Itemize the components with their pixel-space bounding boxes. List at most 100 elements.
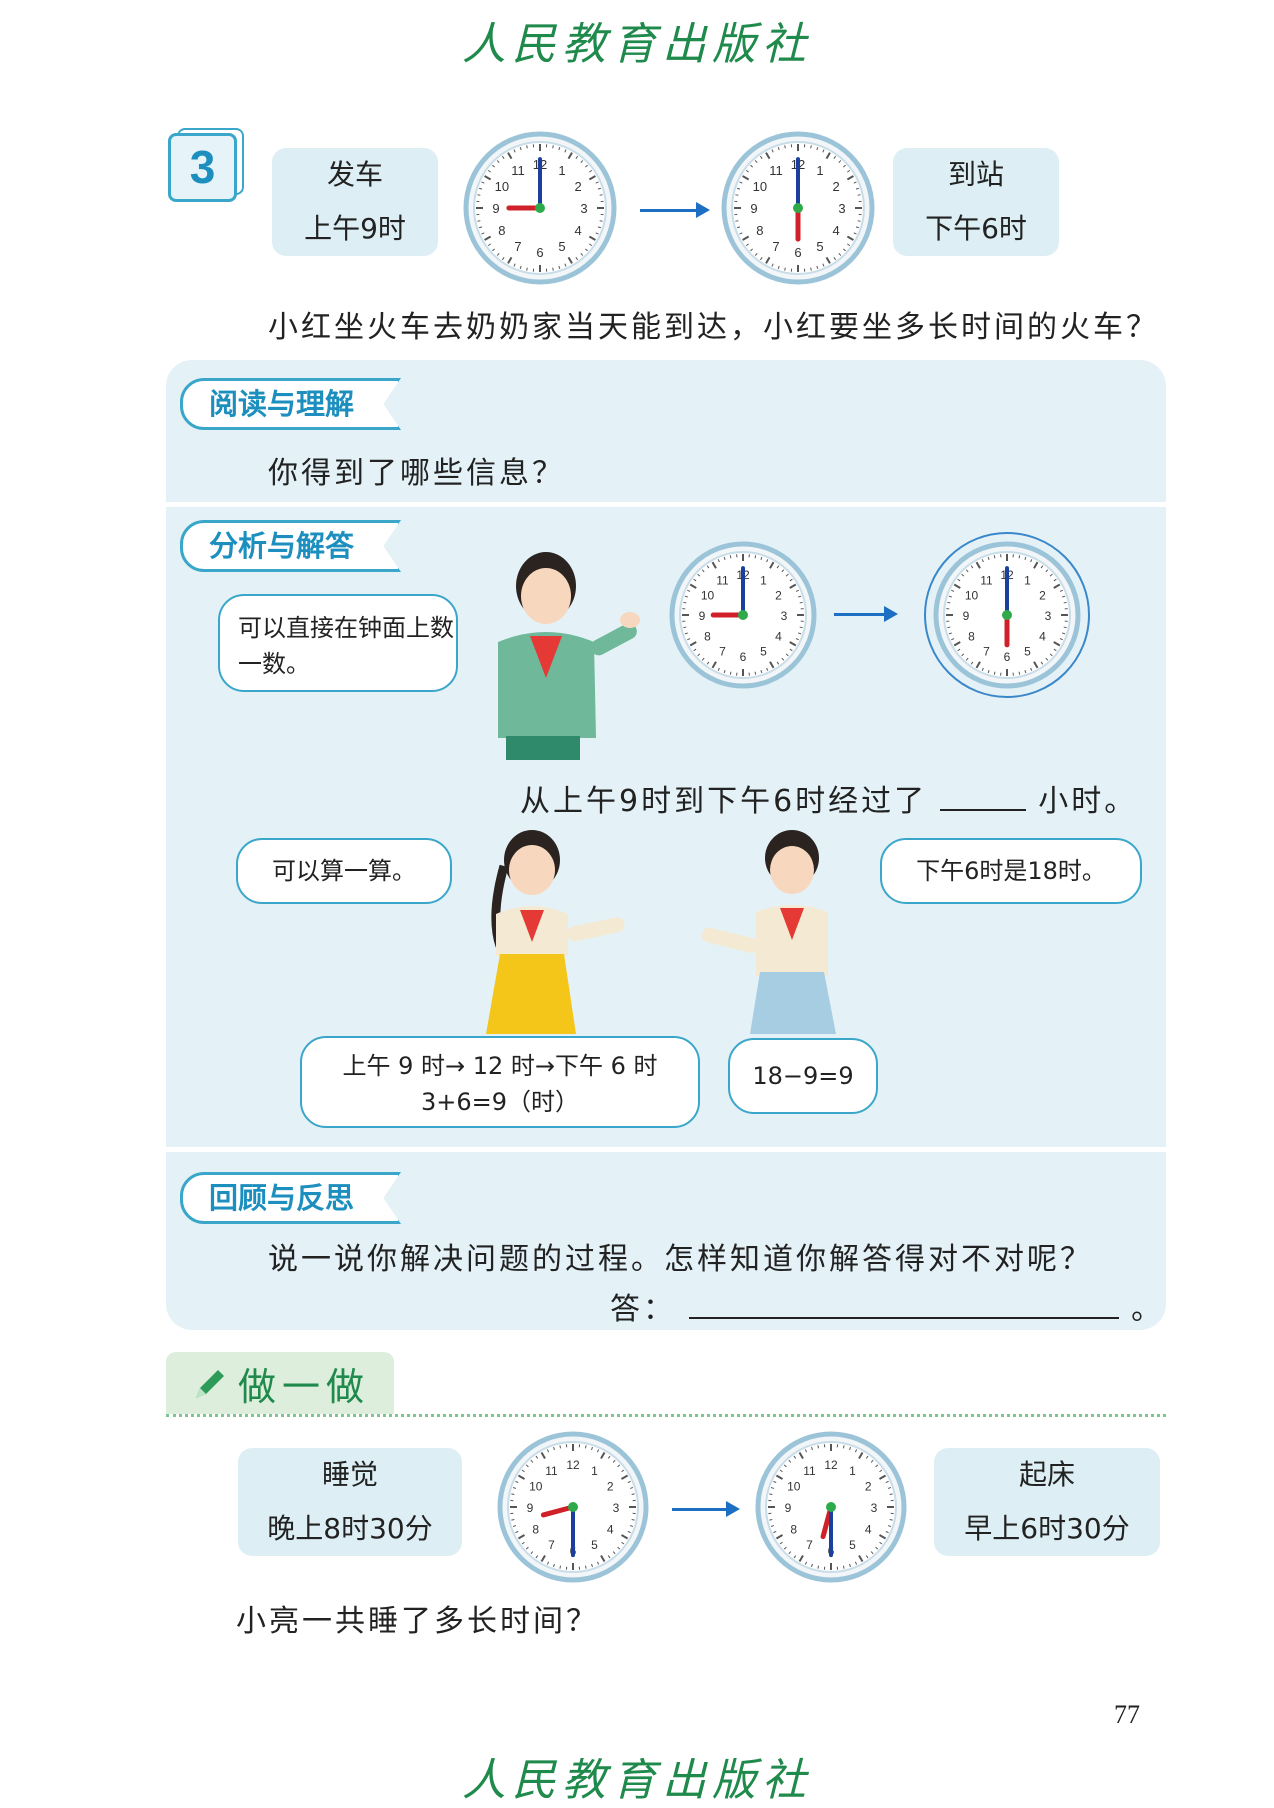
read-section-tag: 阅读与理解	[180, 378, 401, 430]
clock-numeral: 11	[545, 1464, 558, 1478]
clock-numeral: 9	[527, 1501, 534, 1515]
clock-numeral: 12	[824, 1458, 838, 1472]
clock-numeral: 2	[775, 589, 782, 603]
fill-text-before: 从上午9时到下午6时经过了	[520, 784, 927, 819]
clock-numeral: 10	[495, 179, 509, 194]
fill-in-sentence: 从上午9时到下午6时经过了 小时。	[520, 776, 1137, 820]
practice-title: 做一做	[238, 1356, 370, 1411]
clock-numeral: 7	[806, 1538, 813, 1552]
clock-numeral: 7	[548, 1538, 555, 1552]
arrow-right-icon	[696, 202, 710, 218]
arrive-info-box: 到站 下午6时	[893, 148, 1059, 256]
analysis-start-clock: 121234567891011	[668, 540, 818, 690]
review-section-tag: 回顾与反思	[180, 1172, 401, 1224]
clock-numeral: 1	[816, 163, 823, 178]
clock-numeral: 2	[1039, 589, 1046, 603]
answer-blank[interactable]	[940, 809, 1026, 811]
clock-numeral: 2	[574, 179, 581, 194]
clock-numeral: 11	[716, 573, 729, 587]
clock-numeral: 3	[613, 1501, 620, 1515]
wake-time: 早上6时30分	[934, 1502, 1160, 1556]
publisher-logo-footer: 人民教育出版社	[0, 1744, 1274, 1808]
clock-numeral: 4	[832, 223, 839, 238]
arrow-line	[672, 1508, 728, 1511]
sleep-time: 晚上8时30分	[238, 1502, 462, 1556]
clock-numeral: 5	[816, 239, 823, 254]
girl2-speech-bubble: 下午6时是18时。	[880, 838, 1142, 904]
arrive-time: 下午6时	[893, 202, 1059, 256]
clock-numeral: 4	[1039, 630, 1046, 644]
clock-numeral: 11	[511, 163, 525, 178]
arrive-label: 到站	[893, 148, 1059, 202]
dotted-divider	[166, 1414, 1166, 1417]
clock-numeral: 1	[760, 573, 767, 587]
clock-numeral: 7	[514, 239, 521, 254]
clock-numeral: 8	[498, 223, 505, 238]
clock-numeral: 9	[785, 1501, 792, 1515]
clock-numeral: 2	[865, 1480, 872, 1494]
arrow-right-icon	[726, 1501, 740, 1517]
clock-numeral: 8	[968, 630, 975, 644]
clock-numeral: 1	[558, 163, 565, 178]
boy-illustration	[478, 548, 648, 760]
answer-input-line[interactable]	[689, 1317, 1119, 1319]
clock-numeral: 6	[1004, 650, 1011, 664]
clock-numeral: 2	[832, 179, 839, 194]
publisher-logo: 人民教育出版社	[0, 8, 1274, 72]
clock-numeral: 3	[1045, 609, 1052, 623]
depart-time: 上午9时	[272, 202, 438, 256]
arrow-line	[834, 613, 886, 616]
method1-line2: 3+6=9（时）	[302, 1084, 698, 1120]
clock-numeral: 8	[790, 1523, 797, 1537]
clock-numeral: 5	[849, 1538, 856, 1552]
clock-numeral: 5	[760, 645, 767, 659]
page-number: 77	[1114, 1700, 1140, 1730]
clock-numeral: 6	[536, 245, 543, 260]
clock-numeral: 3	[580, 201, 587, 216]
arrow-line	[640, 209, 698, 212]
sleep-label: 睡觉	[238, 1448, 462, 1502]
clock-numeral: 11	[769, 163, 783, 178]
clock-numeral: 10	[965, 589, 979, 603]
clock-numeral: 8	[704, 630, 711, 644]
answer-label: 答：	[610, 1292, 676, 1327]
clock-numeral: 7	[983, 645, 990, 659]
clock-numeral: 4	[865, 1523, 872, 1537]
clock-numeral: 2	[607, 1480, 614, 1494]
depart-label: 发车	[272, 148, 438, 202]
wake-clock: 121234567891011	[754, 1430, 908, 1584]
clock-numeral: 5	[1024, 645, 1031, 659]
clock-numeral: 9	[492, 201, 499, 216]
review-prompt: 说一说你解决问题的过程。怎样知道你解答得对不对呢？	[268, 1234, 1093, 1278]
fill-text-after: 小时。	[1038, 784, 1137, 819]
arrow-right-icon	[884, 606, 898, 622]
clock-numeral: 10	[787, 1480, 801, 1494]
analysis-end-clock: 121234567891011	[922, 530, 1092, 700]
clock-numeral: 8	[756, 223, 763, 238]
answer-line: 答： 。	[610, 1284, 1164, 1328]
clock-numeral: 5	[558, 239, 565, 254]
read-prompt: 你得到了哪些信息？	[268, 448, 565, 492]
boy-speech-bubble: 可以直接在钟面上数一数。	[218, 594, 458, 692]
analysis-section-tag: 分析与解答	[180, 520, 401, 572]
clock-numeral: 1	[1024, 573, 1031, 587]
practice-question: 小亮一共睡了多长时间？	[236, 1596, 599, 1640]
clock-numeral: 9	[750, 201, 757, 216]
method2-bubble: 18−9=9	[728, 1038, 878, 1114]
clock-numeral: 10	[753, 179, 767, 194]
clock-numeral: 5	[591, 1538, 598, 1552]
train-question: 小红坐火车去奶奶家当天能到达，小红要坐多长时间的火车？	[268, 302, 1159, 346]
answer-end: 。	[1131, 1292, 1164, 1327]
method1-bubble: 上午 9 时→ 12 时→下午 6 时 3+6=9（时）	[300, 1036, 700, 1128]
clock-numeral: 3	[781, 609, 788, 623]
wake-info-box: 起床 早上6时30分	[934, 1448, 1160, 1556]
girl1-speech-bubble: 可以算一算。	[236, 838, 452, 904]
girl2-illustration	[694, 826, 854, 1034]
clock-numeral: 11	[980, 573, 993, 587]
clock-numeral: 10	[529, 1480, 543, 1494]
sleep-info-box: 睡觉 晚上8时30分	[238, 1448, 462, 1556]
example-number-badge: 3	[168, 133, 237, 202]
girl1-illustration	[470, 826, 640, 1034]
clock-numeral: 7	[772, 239, 779, 254]
depart-clock: 121234567891011	[462, 130, 618, 286]
